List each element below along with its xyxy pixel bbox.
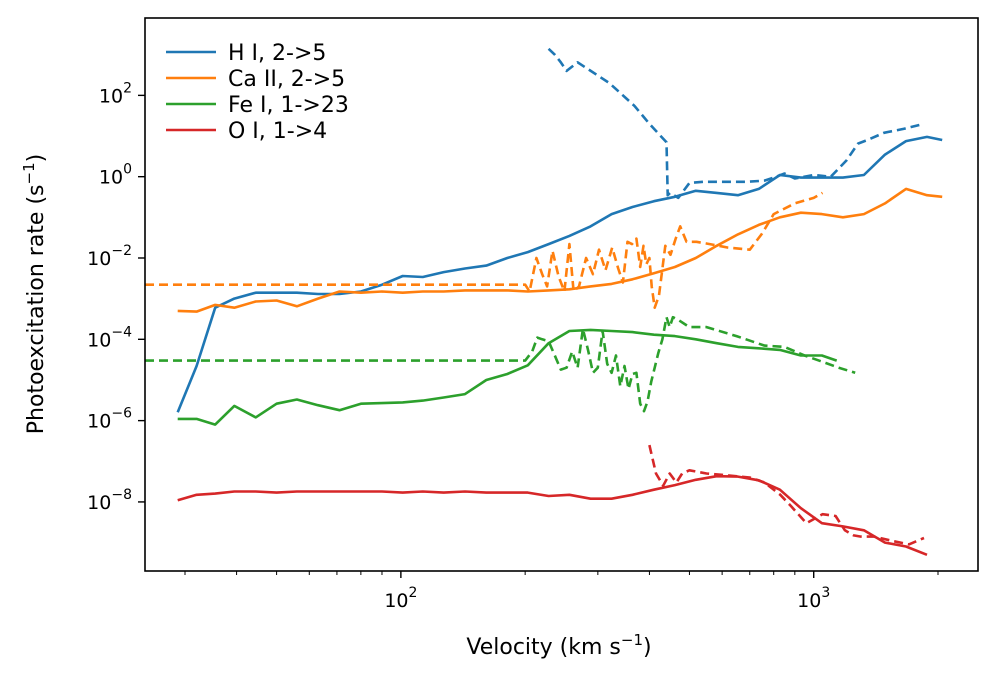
- dashed-line-series-5-5: [145, 315, 856, 413]
- dashed-line-series-1-1: [547, 47, 925, 200]
- x-tick-label-0: 102: [384, 585, 417, 612]
- dashed-line-series-3-3: [145, 191, 824, 310]
- y-tick-label-1: 10−6: [87, 406, 132, 433]
- line-o-i-1-4-6: [177, 474, 928, 557]
- line-ca-ii-2-5-2: [177, 187, 943, 313]
- y-axis-label: Photoexcitation rate (s−1): [20, 154, 49, 434]
- legend-label-0: H I, 2->5: [228, 41, 326, 66]
- legend: H I, 2->5Ca II, 2->5Fe I, 1->23O I, 1->4: [166, 41, 349, 144]
- plot-frame: [144, 17, 979, 572]
- y-tick-label-2: 10−4: [87, 324, 132, 351]
- x-axis-label: Velocity (km s−1): [466, 631, 651, 660]
- y-tick-label-3: 10−2: [87, 243, 132, 270]
- ticks-layer: 102 103 10−8 10−6 10−4 10−2 100 102: [87, 80, 939, 612]
- legend-label-1: Ca II, 2->5: [228, 67, 345, 92]
- line-h-i-2-5-0: [176, 135, 943, 413]
- y-tick-label-4: 100: [99, 162, 132, 189]
- dashed-line-series-7-7: [648, 444, 925, 546]
- series-layer: [145, 47, 943, 557]
- legend-label-3: O I, 1->4: [228, 119, 327, 144]
- x-tick-label-1: 103: [797, 585, 830, 612]
- legend-label-2: Fe I, 1->23: [228, 93, 349, 118]
- y-tick-label-0: 10−8: [87, 487, 132, 514]
- y-tick-label-5: 102: [99, 80, 132, 107]
- line-fe-i-1-23-4: [177, 328, 838, 426]
